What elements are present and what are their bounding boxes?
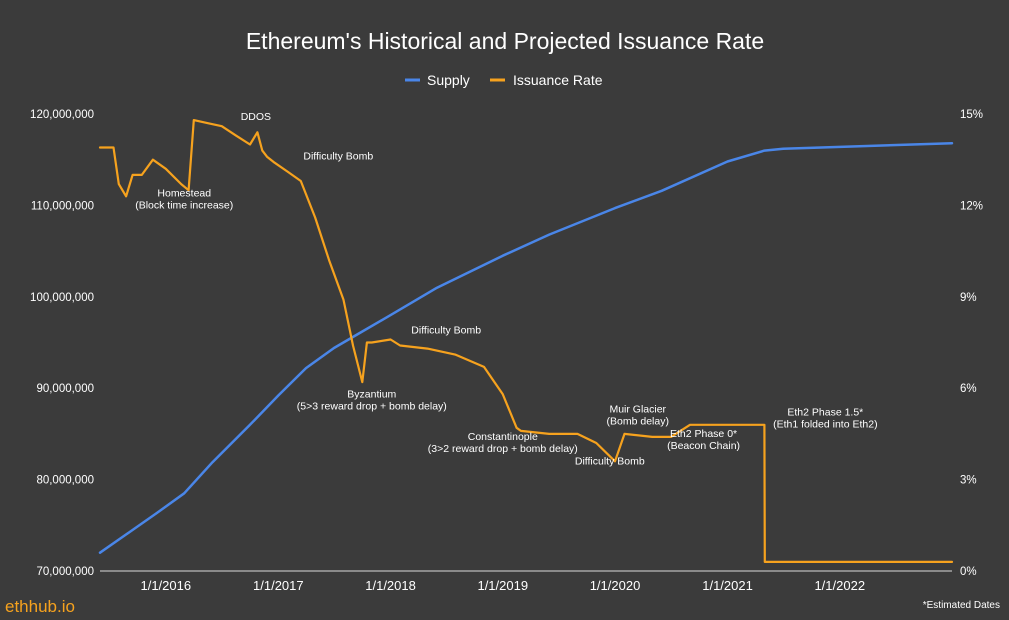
y-right-tick-label: 3% xyxy=(960,475,977,487)
y-left-tick-label: 110,000,000 xyxy=(31,200,94,212)
x-tick-label: 1/1/2021 xyxy=(702,578,753,593)
x-tick-label: 1/1/2016 xyxy=(140,578,191,593)
annotations: Homestead (Block time increase) DDOS Diffic… xyxy=(135,111,877,467)
x-axis: 1/1/2016 1/1/2017 1/1/2018 1/1/2019 1/1/2020… xyxy=(140,578,865,593)
annotation-label: Byzantium (5>3 reward drop + bomb delay) xyxy=(297,388,447,412)
x-tick-label: 1/1/2019 xyxy=(477,578,528,593)
annotation-label: Difficulty Bomb xyxy=(411,324,481,336)
issuance-rate-line xyxy=(98,119,954,563)
annotation-label: Homestead (Block time increase) xyxy=(135,187,233,211)
estimated-dates-note: *Estimated Dates xyxy=(923,600,1000,611)
legend: Supply Issuance Rate xyxy=(405,72,603,88)
annotation-label: DDOS xyxy=(241,111,271,123)
chart-title: Ethereum's Historical and Projected Issu… xyxy=(246,28,764,54)
annotation-label: Difficulty Bomb xyxy=(303,151,373,163)
legend-issuance-label: Issuance Rate xyxy=(513,72,603,88)
y-left-tick-label: 70,000,000 xyxy=(36,566,94,578)
y-left-tick-label: 100,000,000 xyxy=(30,292,94,304)
y-right-tick-label: 15% xyxy=(960,109,983,121)
y-right-tick-label: 6% xyxy=(960,383,977,395)
y-axis-left: 70,000,000 80,000,000 90,000,000 100,000,00… xyxy=(30,109,94,578)
x-tick-label: 1/1/2018 xyxy=(365,578,416,593)
brand-label: ethhub.io xyxy=(5,597,75,616)
legend-supply-label: Supply xyxy=(427,72,470,88)
annotation-label: Eth2 Phase 1.5* (Eth1 folded into Eth2) xyxy=(773,407,877,431)
y-left-tick-label: 120,000,000 xyxy=(30,109,94,121)
annotation-label: Constantinople (3>2 reward drop + bomb de… xyxy=(428,431,578,455)
annotation-label: Eth2 Phase 0* (Beacon Chain) xyxy=(667,428,740,452)
x-tick-label: 1/1/2017 xyxy=(253,578,304,593)
series-layer xyxy=(98,119,954,563)
annotation-label: Difficulty Bomb xyxy=(575,455,645,467)
y-left-tick-label: 90,000,000 xyxy=(36,383,94,395)
y-left-tick-label: 80,000,000 xyxy=(36,475,94,487)
x-tick-label: 1/1/2020 xyxy=(590,578,641,593)
y-right-tick-label: 9% xyxy=(960,292,977,304)
y-axis-right: 0% 3% 6% 9% 12% 15% xyxy=(960,109,983,578)
y-right-tick-label: 0% xyxy=(960,566,977,578)
x-tick-label: 1/1/2022 xyxy=(814,578,865,593)
annotation-label: Muir Glacier (Bomb delay) xyxy=(607,404,669,428)
supply-line xyxy=(98,141,954,554)
y-right-tick-label: 12% xyxy=(960,200,983,212)
